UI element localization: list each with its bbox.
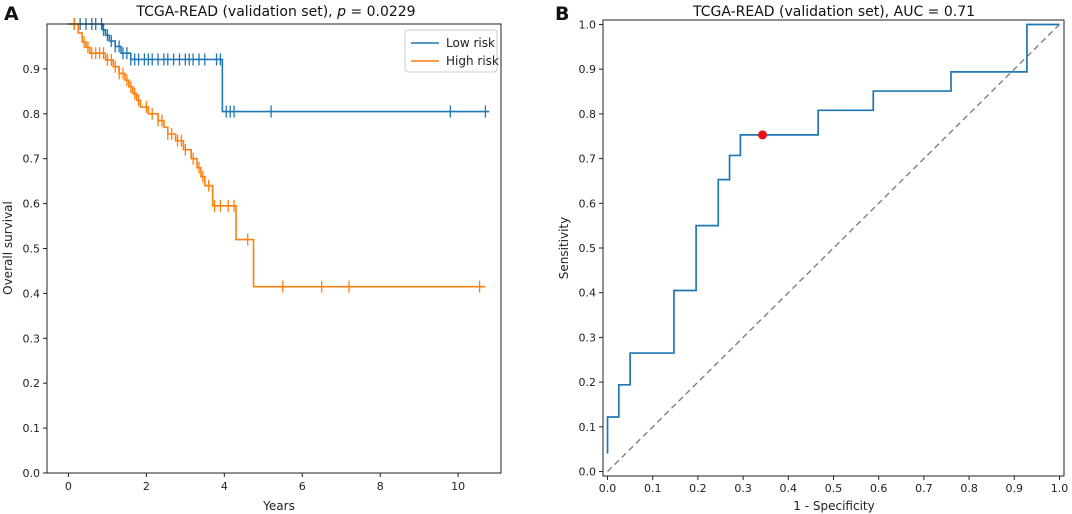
- km-y-tick-label: 0.6: [23, 198, 41, 211]
- km-y-tick-label: 0.9: [23, 63, 41, 76]
- roc-x-axis-label: 1 - Specificity: [793, 499, 874, 513]
- roc-y-tick-label: 0.3: [579, 331, 597, 344]
- roc-optimal-point: [758, 130, 768, 140]
- roc-x-tick-label: 0.9: [1006, 482, 1024, 495]
- roc-y-tick-label: 0.4: [579, 287, 597, 300]
- km-y-tick-label: 0.7: [23, 153, 41, 166]
- roc-y-tick-label: 0.7: [579, 153, 597, 166]
- km-x-tick-label: 2: [143, 480, 150, 493]
- roc-y-tick-label: 1.0: [579, 18, 597, 31]
- roc-y-tick-label: 0.6: [579, 197, 597, 210]
- km-x-tick-label: 4: [221, 480, 228, 493]
- panel-letter-b: B: [555, 3, 569, 25]
- roc-x-tick-label: 0.7: [915, 482, 933, 495]
- km-axes-frame: [46, 23, 502, 474]
- roc-x-tick-label: 0.1: [644, 482, 662, 495]
- km-y-tick-label: 0.4: [23, 287, 41, 300]
- km-x-tick-label: 6: [299, 480, 306, 493]
- km-y-tick-label: 0.1: [23, 422, 41, 435]
- panel-letter-a: A: [4, 3, 19, 25]
- km-y-tick-label: 0.2: [23, 377, 41, 390]
- km-y-tick-label: 0.5: [23, 243, 41, 256]
- roc-y-tick-label: 0.9: [579, 63, 597, 76]
- legend-high-risk-label: High risk: [446, 54, 499, 68]
- km-y-tick-label: 0.0: [23, 467, 41, 480]
- roc-x-tick-label: 0.5: [825, 482, 843, 495]
- roc-x-tick-label: 0.0: [599, 482, 617, 495]
- roc-chart-title: TCGA-READ (validation set), AUC = 0.71: [692, 4, 975, 20]
- roc-x-tick-label: 0.4: [780, 482, 798, 495]
- km-x-tick-label: 10: [451, 480, 465, 493]
- roc-x-tick-label: 0.3: [734, 482, 752, 495]
- km-chart-title: TCGA-READ (validation set), p = 0.0229: [135, 4, 415, 20]
- roc-y-tick-label: 0.2: [579, 376, 597, 389]
- roc-x-tick-label: 0.2: [689, 482, 707, 495]
- km-x-tick-label: 0: [65, 480, 72, 493]
- roc-x-tick-label: 0.6: [870, 482, 888, 495]
- km-y-axis-label: Overall survival: [1, 201, 15, 295]
- roc-y-tick-label: 0.8: [579, 108, 597, 121]
- km-x-tick-label: 8: [377, 480, 384, 493]
- roc-panel: B TCGA-READ (validation set), AUC = 0.71…: [555, 3, 1068, 513]
- roc-x-tick-label: 1.0: [1051, 482, 1069, 495]
- roc-y-tick-label: 0.1: [579, 421, 597, 434]
- km-legend: Low risk High risk: [404, 29, 499, 73]
- roc-curve: [606, 23, 1060, 454]
- km-panel: A TCGA-READ (validation set), p = 0.0229…: [1, 3, 502, 513]
- roc-x-tick-label: 0.8: [960, 482, 978, 495]
- legend-low-risk-label: Low risk: [446, 36, 495, 50]
- roc-y-axis-label: Sensitivity: [557, 217, 571, 279]
- km-y-tick-label: 0.3: [23, 332, 41, 345]
- roc-y-tick-label: 0.5: [579, 242, 597, 255]
- km-y-tick-label: 0.8: [23, 108, 41, 121]
- roc-chance-diagonal: [607, 23, 1060, 473]
- km-x-axis-label: Years: [262, 499, 295, 513]
- roc-y-tick-label: 0.0: [579, 466, 597, 479]
